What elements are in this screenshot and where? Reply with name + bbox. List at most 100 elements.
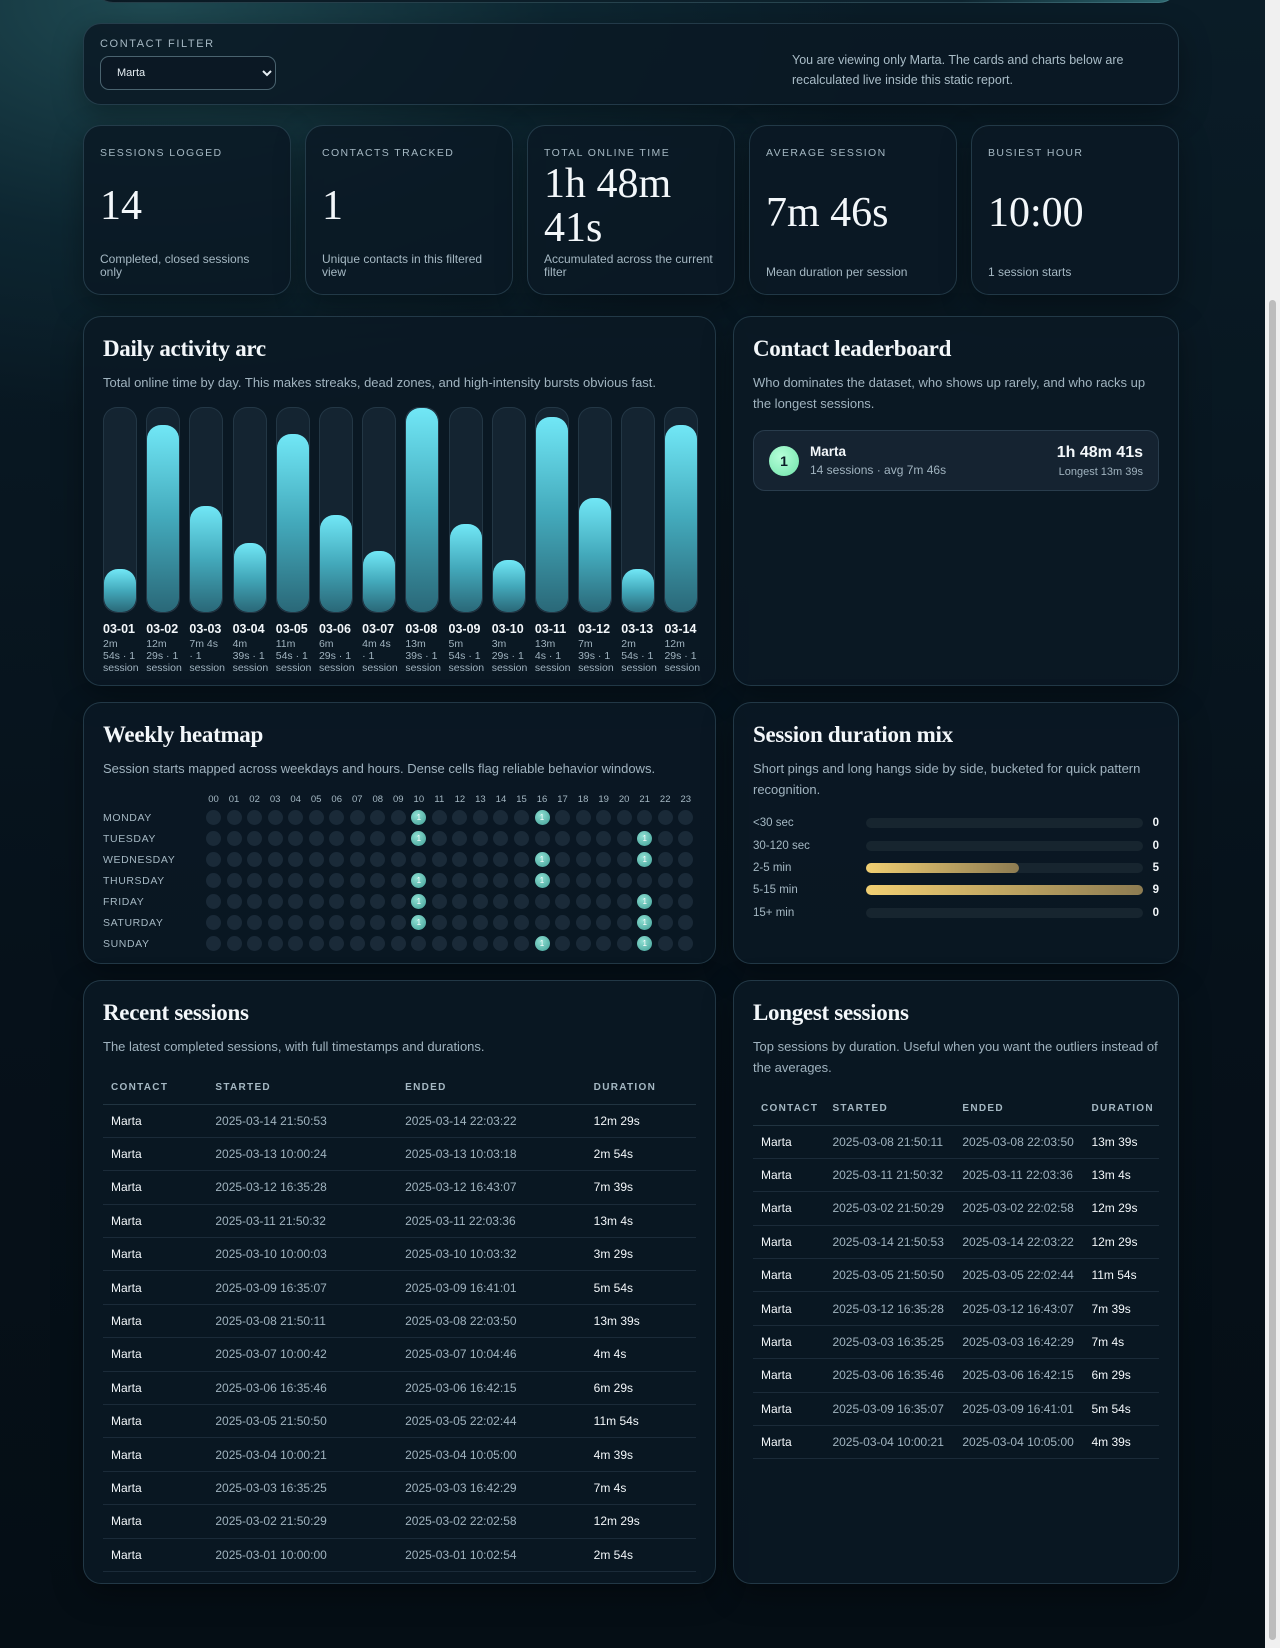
table-cell: 2025-03-12 16:43:07 <box>397 1170 586 1205</box>
heat-dot <box>267 915 283 930</box>
scrollbar-thumb[interactable] <box>1269 300 1276 1640</box>
heat-dot <box>513 831 529 846</box>
heatmap-cell <box>224 873 245 888</box>
hour-label: 14 <box>495 793 507 805</box>
bar-track <box>491 407 526 613</box>
table-cell: 13m 39s <box>1083 1125 1159 1159</box>
heat-dot <box>206 894 222 909</box>
hour-label: 06 <box>331 793 342 805</box>
column-header: DURATION <box>1083 1092 1159 1126</box>
heatmap-cell <box>552 873 573 888</box>
rank-badge: 1 <box>769 445 799 476</box>
day-label: 13m 4s · 1 session <box>534 638 571 674</box>
table-cell: 2025-03-06 16:35:46 <box>207 1371 398 1406</box>
heat-dot <box>349 873 365 888</box>
heatmap-cell: 1 <box>409 894 430 909</box>
day-label: 12m 29s · 1 session <box>664 638 701 674</box>
heat-dot: 1 <box>411 915 427 930</box>
hour-label: 05 <box>310 793 322 805</box>
table-cell: 2025-03-08 22:03:50 <box>954 1125 1084 1159</box>
day-column: 03-13 2m 54s · 1 session <box>621 407 657 674</box>
heat-dot <box>288 894 304 909</box>
heatmap-cell <box>347 936 368 951</box>
heatmap-cell <box>326 936 347 951</box>
heat-dot <box>596 831 612 846</box>
heat-dot <box>288 810 304 825</box>
contact-select[interactable]: Marta <box>100 56 276 90</box>
panel-subtitle: Who dominates the dataset, who shows up … <box>753 375 1146 411</box>
heatmap-cell <box>511 894 532 909</box>
heatmap-cell <box>450 915 471 930</box>
table-cell: Marta <box>103 1137 208 1172</box>
heat-dot <box>206 915 222 930</box>
bar-track <box>232 407 267 613</box>
heatmap-cell <box>326 831 347 846</box>
heatmap-cell: 1 <box>532 852 553 867</box>
heat-dot <box>555 810 571 825</box>
heatmap-cell <box>634 810 655 825</box>
leader-entry: 1 Marta 14 sessions · avg 7m 46s 1h 48m 41s… <box>753 430 1159 491</box>
table-cell: Marta <box>103 1104 208 1138</box>
heatmap-cell <box>675 852 696 867</box>
heat-dot <box>431 894 447 909</box>
panel-subtitle: Session starts mapped across weekdays an… <box>103 761 656 776</box>
bar <box>147 425 180 612</box>
table-cell: 2025-03-09 16:35:07 <box>207 1270 398 1305</box>
mix-row: 15+ min 0 <box>753 902 1159 924</box>
table-cell: 2025-03-05 22:02:44 <box>397 1404 586 1439</box>
heat-dot <box>349 894 365 909</box>
heat-dot <box>308 915 324 930</box>
heatmap-cell <box>593 915 614 930</box>
heat-dot <box>657 915 673 930</box>
table-cell: 2025-03-11 21:50:32 <box>207 1204 398 1239</box>
heatmap-cell <box>552 894 573 909</box>
heatmap-cell <box>203 831 224 846</box>
heat-dot <box>411 936 427 951</box>
heat-dot <box>472 894 488 909</box>
table-cell: 2025-03-12 16:35:28 <box>824 1291 955 1326</box>
session-row: Marta 2025-03-10 10:00:03 2025-03-10 10:03… <box>103 1237 696 1272</box>
bar-track <box>621 407 656 613</box>
heatmap-cell <box>655 873 676 888</box>
heat-dot <box>534 894 550 909</box>
scrollbar[interactable] <box>1265 0 1280 1648</box>
heatmap-cell: 1 <box>634 936 655 951</box>
heat-dot <box>411 852 427 867</box>
day-column: 03-08 13m 39s · 1 session <box>405 407 441 674</box>
heat-dot <box>349 852 365 867</box>
bucket-label: 5-15 min <box>753 884 798 897</box>
table-cell: Marta <box>103 1504 208 1539</box>
heatmap-cell <box>470 894 491 909</box>
table-cell: 2025-03-14 21:50:53 <box>207 1104 398 1138</box>
heatmap-cell <box>675 936 696 951</box>
heat-dot <box>472 936 488 951</box>
heat-dot <box>472 873 488 888</box>
hour-label: 21 <box>639 793 650 805</box>
heatmap-cell <box>450 936 471 951</box>
day-label: 4m 4s · 1 session <box>362 638 398 674</box>
day-date: 03-14 <box>664 622 697 636</box>
heatmap-cell <box>285 852 306 867</box>
heatmap-cell: 1 <box>532 936 553 951</box>
heat-dot <box>616 894 632 909</box>
heat-dot <box>678 915 694 930</box>
hour-label: 20 <box>618 793 630 805</box>
heat-dot: 1 <box>637 831 653 846</box>
row-patterns: Weekly heatmap Session starts mapped acr… <box>83 702 1179 964</box>
day-date: 03-06 <box>318 622 351 636</box>
heatmap-cell <box>203 810 224 825</box>
heat-dot <box>637 873 653 888</box>
heat-dot <box>431 852 447 867</box>
heatmap-cell <box>203 873 224 888</box>
heat-dot <box>534 831 550 846</box>
heatmap-cell <box>388 915 409 930</box>
table-cell: 2025-03-09 16:41:01 <box>954 1392 1084 1427</box>
daily-panel: Daily activity arc Total online time by … <box>83 316 716 686</box>
table-cell: 2025-03-08 21:50:11 <box>207 1304 398 1339</box>
heatmap-cell <box>429 894 450 909</box>
bucket-count: 0 <box>1152 906 1159 919</box>
heat-dot <box>329 810 345 825</box>
day-column: 03-05 11m 54s · 1 session <box>275 407 311 674</box>
table-cell: 2025-03-01 10:00:00 <box>207 1538 398 1572</box>
